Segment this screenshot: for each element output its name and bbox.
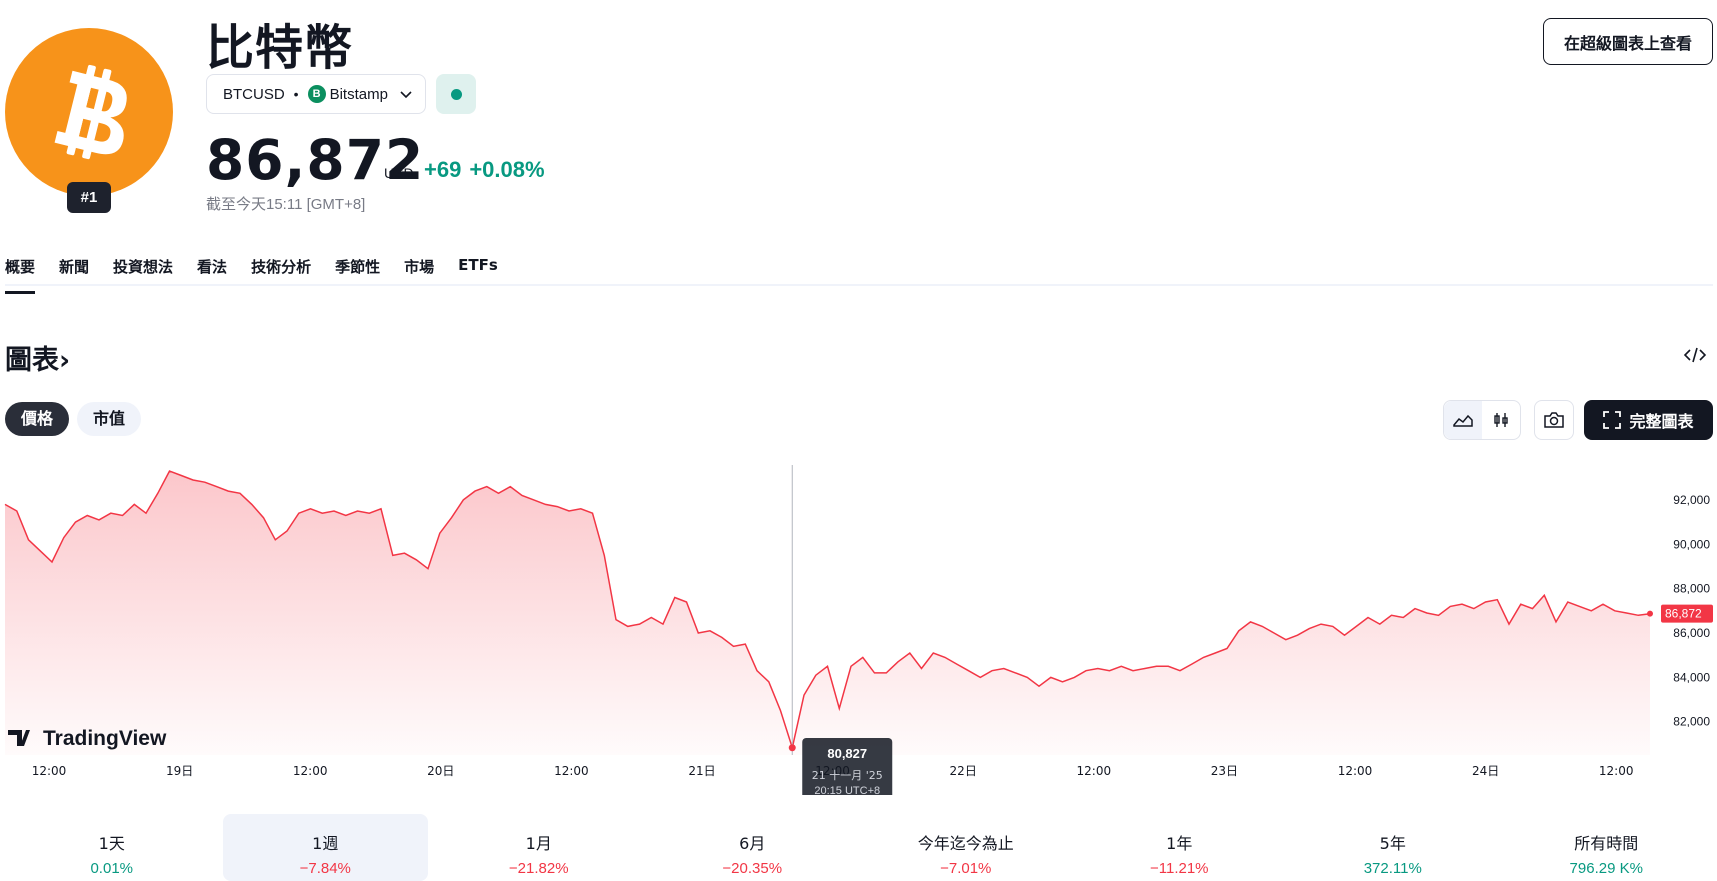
performance-item[interactable]: 所有時間 796.29 K% [1504, 814, 1709, 881]
tab-technicals[interactable]: 技術分析 [251, 258, 312, 276]
market-status-indicator[interactable] [436, 74, 476, 114]
tooltip-date: 21 十一月 '25 [812, 768, 883, 782]
full-chart-button[interactable]: 完整圖表 [1584, 400, 1713, 440]
current-price: 86,872 [206, 128, 425, 192]
price-change: +69 +0.08% [424, 157, 545, 183]
performance-item[interactable]: 1月 −21.82% [436, 814, 641, 881]
price-currency: USD [384, 165, 414, 181]
performance-period: 1年 [1166, 834, 1193, 853]
performance-row: 1天 0.01% 1週 −7.84% 1月 −21.82% 6月 −20.35% 今年迄今為止 −… [5, 814, 1713, 881]
x-axis-tick-label: 12:00 [554, 764, 589, 778]
performance-period: 1週 [312, 834, 339, 853]
tab-opinions[interactable]: 看法 [197, 258, 228, 276]
svg-text:TradingView: TradingView [43, 727, 167, 750]
y-axis-tick-label: 88,000 [1673, 582, 1710, 596]
tradingview-watermark: TradingView [8, 727, 167, 750]
tab-etfs[interactable]: ETFs [458, 256, 498, 274]
chart-type-switcher [1443, 400, 1521, 440]
performance-value: −21.82% [508, 860, 569, 877]
performance-value: −11.21% [1149, 860, 1209, 877]
price-timestamp: 截至今天15:11 [GMT+8] [206, 196, 366, 213]
tab-bar: 概要 新聞 投資想法 看法 技術分析 季節性 市場 ETFs [5, 256, 522, 294]
x-axis-tick-label: 22日 [950, 764, 977, 778]
y-axis-tick-label: 82,000 [1673, 715, 1710, 729]
y-axis-tick-label: 84,000 [1673, 670, 1710, 684]
performance-value: −7.01% [940, 860, 992, 877]
x-axis-tick-label: 23日 [1211, 764, 1238, 778]
separator-dot: • [293, 86, 299, 102]
performance-period: 1天 [98, 834, 125, 853]
price-toggle-button[interactable]: 價格 [5, 402, 69, 436]
x-axis-tick-label: 19日 [166, 764, 193, 778]
change-absolute: +69 [424, 157, 462, 182]
chevron-down-icon [400, 86, 412, 103]
svg-text:86,872: 86,872 [1665, 607, 1702, 621]
candlestick-icon[interactable] [1482, 401, 1520, 439]
performance-period: 所有時間 [1574, 834, 1639, 853]
chart-tooltip: 80,827 21 十一月 '25 20:15 UTC+8 [802, 738, 893, 795]
x-axis-tick-label: 20日 [427, 764, 454, 778]
performance-item[interactable]: 6月 −20.35% [650, 814, 855, 881]
symbol-selector[interactable]: BTCUSD • B Bitstamp [206, 74, 426, 114]
tab-divider [5, 284, 1713, 286]
embed-code-icon[interactable] [1683, 345, 1707, 365]
chart-section-title[interactable]: 圖表› [5, 345, 71, 376]
price-area-fill [5, 471, 1650, 755]
chevron-right-icon: › [59, 345, 71, 376]
last-price-point [1647, 610, 1653, 617]
camera-icon[interactable] [1534, 400, 1574, 440]
status-dot-icon [451, 89, 462, 100]
performance-item[interactable]: 今年迄今為止 −7.01% [863, 814, 1068, 881]
performance-item[interactable]: 1年 −11.21% [1077, 814, 1282, 881]
x-axis-tick-label: 12:00 [293, 764, 328, 778]
asset-title: 比特幣 [206, 20, 354, 76]
bitcoin-logo-icon [5, 28, 173, 196]
area-chart-icon[interactable] [1444, 401, 1482, 439]
x-axis-tick-label: 24日 [1472, 764, 1499, 778]
performance-item[interactable]: 1天 0.01% [9, 814, 214, 881]
performance-value: 372.11% [1363, 860, 1422, 877]
exchange-name: Bitstamp [329, 85, 388, 103]
change-percent: +0.08% [469, 157, 545, 182]
tab-overview[interactable]: 概要 [5, 256, 36, 294]
tooltip-value: 80,827 [827, 746, 867, 761]
x-axis-tick-label: 12:00 [32, 764, 67, 778]
performance-period: 1月 [525, 834, 552, 853]
tooltip-time: 20:15 UTC+8 [814, 785, 880, 795]
tooltip-point [788, 744, 796, 752]
tab-news[interactable]: 新聞 [59, 258, 90, 276]
performance-period: 6月 [739, 834, 766, 853]
performance-item[interactable]: 5年 372.11% [1290, 814, 1495, 881]
y-axis-tick-label: 86,000 [1673, 626, 1710, 640]
tab-markets[interactable]: 市場 [404, 258, 435, 276]
symbol-text: BTCUSD [223, 85, 285, 103]
y-axis-tick-label: 90,000 [1673, 537, 1710, 551]
open-supercharts-button[interactable]: 在超級圖表上查看 [1543, 18, 1713, 65]
price-line [4, 470, 1651, 751]
price-chart[interactable]: 92,000 90,000 88,000 86,000 84,000 82,000 86,… [0, 460, 1717, 795]
performance-value: −7.84% [299, 860, 351, 877]
x-axis-tick-label: 12:00 [1338, 764, 1373, 778]
full-chart-label: 完整圖表 [1629, 412, 1694, 431]
exchange-icon: B [307, 85, 326, 103]
performance-period: 今年迄今為止 [917, 834, 1014, 853]
market-cap-toggle-button[interactable]: 市值 [77, 402, 141, 436]
tab-ideas[interactable]: 投資想法 [113, 258, 174, 276]
performance-value: 796.29 K% [1569, 860, 1643, 877]
performance-period: 5年 [1379, 834, 1406, 853]
x-axis-tick-label: 21日 [688, 764, 715, 778]
x-axis-tick-label: 12:00 [1599, 764, 1634, 778]
rank-badge: #1 [67, 182, 111, 213]
performance-item[interactable]: 1週 −7.84% [222, 814, 428, 881]
fullscreen-icon [1603, 411, 1622, 429]
y-axis-tick-label: 92,000 [1673, 493, 1710, 507]
performance-value: −20.35% [722, 860, 783, 877]
tab-seasonals[interactable]: 季節性 [335, 258, 381, 276]
performance-value: 0.01% [90, 860, 134, 877]
x-axis-tick-label: 12:00 [1077, 764, 1112, 778]
current-price-label: 86,872 [1661, 604, 1713, 623]
